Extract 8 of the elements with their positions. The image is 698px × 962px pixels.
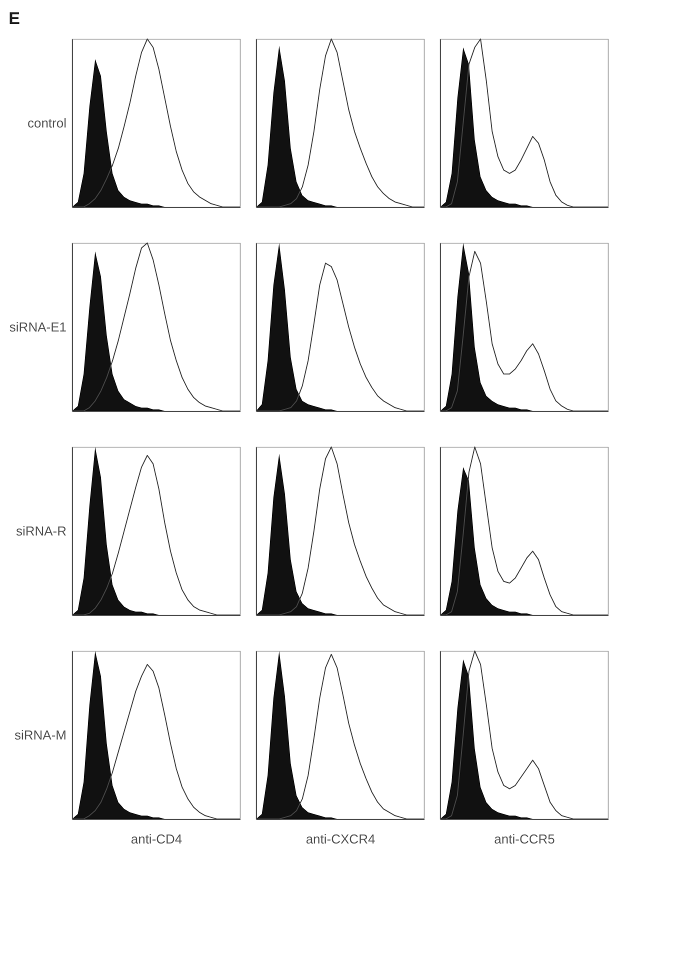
chart-title: E	[8, 9, 20, 28]
y-axis-title: siRNA-E1	[9, 320, 66, 334]
x-axis-title: anti-CXCR4	[306, 832, 376, 846]
y-axis-title: siRNA-M	[14, 728, 66, 742]
x-axis-title: anti-CD4	[130, 832, 182, 846]
x-axis-title: anti-CCR5	[494, 832, 555, 846]
y-axis-title: control	[27, 116, 67, 130]
y-axis-title: siRNA-R	[16, 524, 66, 538]
